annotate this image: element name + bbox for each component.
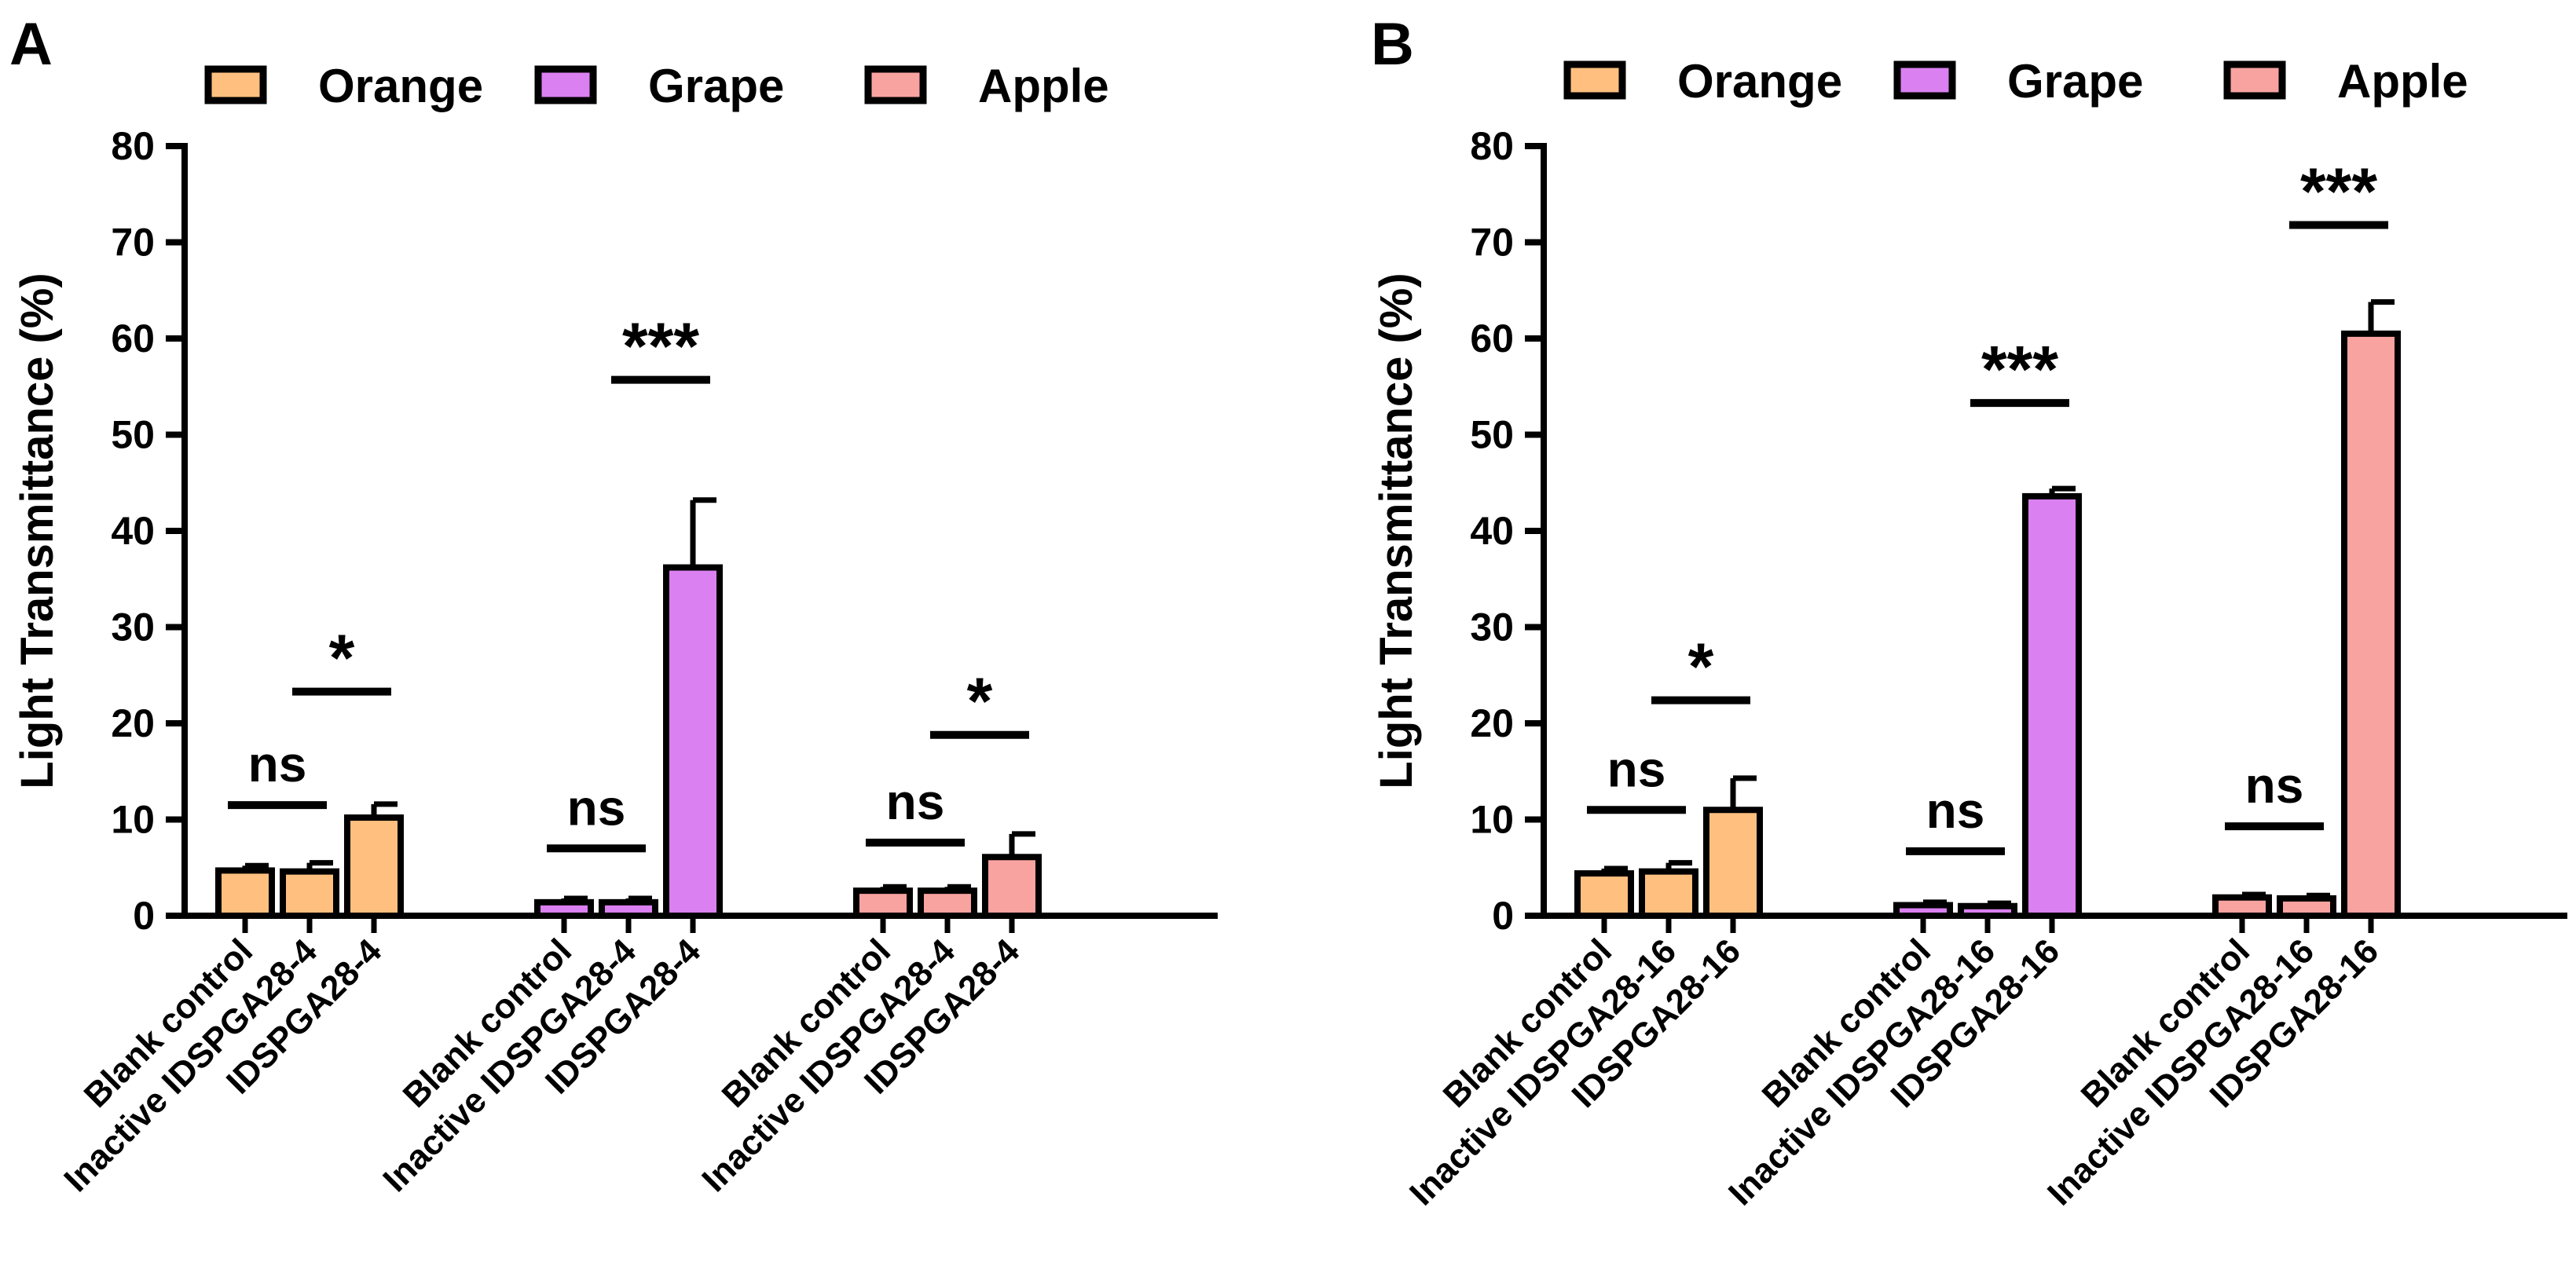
y-tick-label: 20 xyxy=(1470,701,1514,745)
y-tick-label: 70 xyxy=(111,221,155,265)
x-tick-label: Inactive IDSPGA28-4 xyxy=(376,931,643,1199)
legend-swatch-grape xyxy=(534,65,597,104)
y-axis-label: Light Transmittance (%) xyxy=(12,273,63,789)
significance-label: *** xyxy=(622,309,699,383)
legend-swatch-orange xyxy=(204,65,267,104)
legend-swatch-apple xyxy=(864,65,927,104)
bar-orange-inactive-idspga28-16 xyxy=(1639,868,1698,920)
legend-swatch-orange xyxy=(1563,60,1626,100)
significance-label: ns xyxy=(886,774,945,830)
y-tick-label: 40 xyxy=(1470,509,1514,553)
x-tick-label: Inactive IDSPGA28-16 xyxy=(1721,931,2003,1213)
bar-apple-idspga28-4 xyxy=(982,854,1042,920)
legend-label-orange: Orange xyxy=(1677,55,1842,108)
bar-orange-blank-control xyxy=(1574,870,1634,919)
legend-label-grape: Grape xyxy=(2007,55,2143,108)
x-tick-label: Inactive IDSPGA28-16 xyxy=(1402,931,1684,1213)
y-axis-label: Light Transmittance (%) xyxy=(1371,273,1422,789)
y-tick-label: 50 xyxy=(1470,413,1514,457)
legend-swatch-grape xyxy=(1893,60,1956,100)
y-tick-label: 70 xyxy=(1470,221,1514,265)
bar-grape-inactive-idspga28-16 xyxy=(1958,902,2017,919)
bar-grape-blank-control xyxy=(1893,902,1953,920)
significance-label: ns xyxy=(567,779,626,836)
bar-apple-inactive-idspga28-16 xyxy=(2277,895,2336,919)
y-tick-label: 60 xyxy=(111,316,155,360)
y-tick-label: 20 xyxy=(111,701,155,745)
legend-swatch-apple xyxy=(2223,60,2286,100)
y-tick-label: 60 xyxy=(1470,316,1514,360)
chart-panel-b: B Orange Grape Apple Light Transmittance (%)… xyxy=(1371,11,2567,1213)
bar-orange-idspga28-4 xyxy=(344,814,404,920)
significance-label: * xyxy=(967,664,993,738)
x-tick-label: Inactive IDSPGA28-4 xyxy=(57,931,324,1199)
significance-label: ns xyxy=(1926,782,1985,839)
x-tick-label: Inactive IDSPGA28-4 xyxy=(694,931,962,1199)
bar-apple-idspga28-16 xyxy=(2341,330,2401,919)
y-tick-label: 0 xyxy=(1492,894,1514,938)
legend-label-grape: Grape xyxy=(648,60,784,112)
bar-apple-blank-control xyxy=(2212,894,2272,919)
bar-grape-inactive-idspga28-4 xyxy=(599,898,658,919)
legend-label-apple: Apple xyxy=(978,60,1109,112)
bar-orange-inactive-idspga28-4 xyxy=(280,868,339,920)
bar-apple-inactive-idspga28-4 xyxy=(918,887,977,920)
significance-label: ns xyxy=(248,736,307,792)
legend-label-apple: Apple xyxy=(2337,55,2468,108)
y-tick-label: 80 xyxy=(1470,124,1514,168)
y-tick-label: 0 xyxy=(133,894,155,938)
y-tick-label: 50 xyxy=(111,413,155,457)
significance-label: * xyxy=(329,621,355,695)
bar-grape-blank-control xyxy=(534,898,594,919)
y-tick-label: 30 xyxy=(111,606,155,649)
panel-letter: A xyxy=(9,11,53,78)
y-tick-label: 30 xyxy=(1470,606,1514,649)
significance-label: *** xyxy=(1981,332,2058,406)
bar-grape-idspga28-4 xyxy=(663,564,723,919)
y-tick-label: 40 xyxy=(111,509,155,553)
significance-label: *** xyxy=(2300,154,2377,228)
bar-orange-blank-control xyxy=(215,867,275,920)
x-tick-label: Inactive IDSPGA28-16 xyxy=(2040,931,2321,1213)
y-tick-label: 10 xyxy=(111,798,155,842)
chart-panel-a: A Orange Grape Apple Light Transmittance (%)… xyxy=(9,11,1218,1199)
y-tick-label: 10 xyxy=(1470,798,1514,842)
panel-letter: B xyxy=(1371,11,1414,78)
significance-label: * xyxy=(1688,630,1714,704)
significance-label: ns xyxy=(2245,757,2304,814)
legend-label-orange: Orange xyxy=(318,60,483,112)
bar-grape-idspga28-16 xyxy=(2022,492,2082,919)
significance-label: ns xyxy=(1607,741,1666,797)
y-tick-label: 80 xyxy=(111,124,155,168)
bar-apple-blank-control xyxy=(853,887,913,920)
bar-orange-idspga28-16 xyxy=(1703,807,1763,919)
